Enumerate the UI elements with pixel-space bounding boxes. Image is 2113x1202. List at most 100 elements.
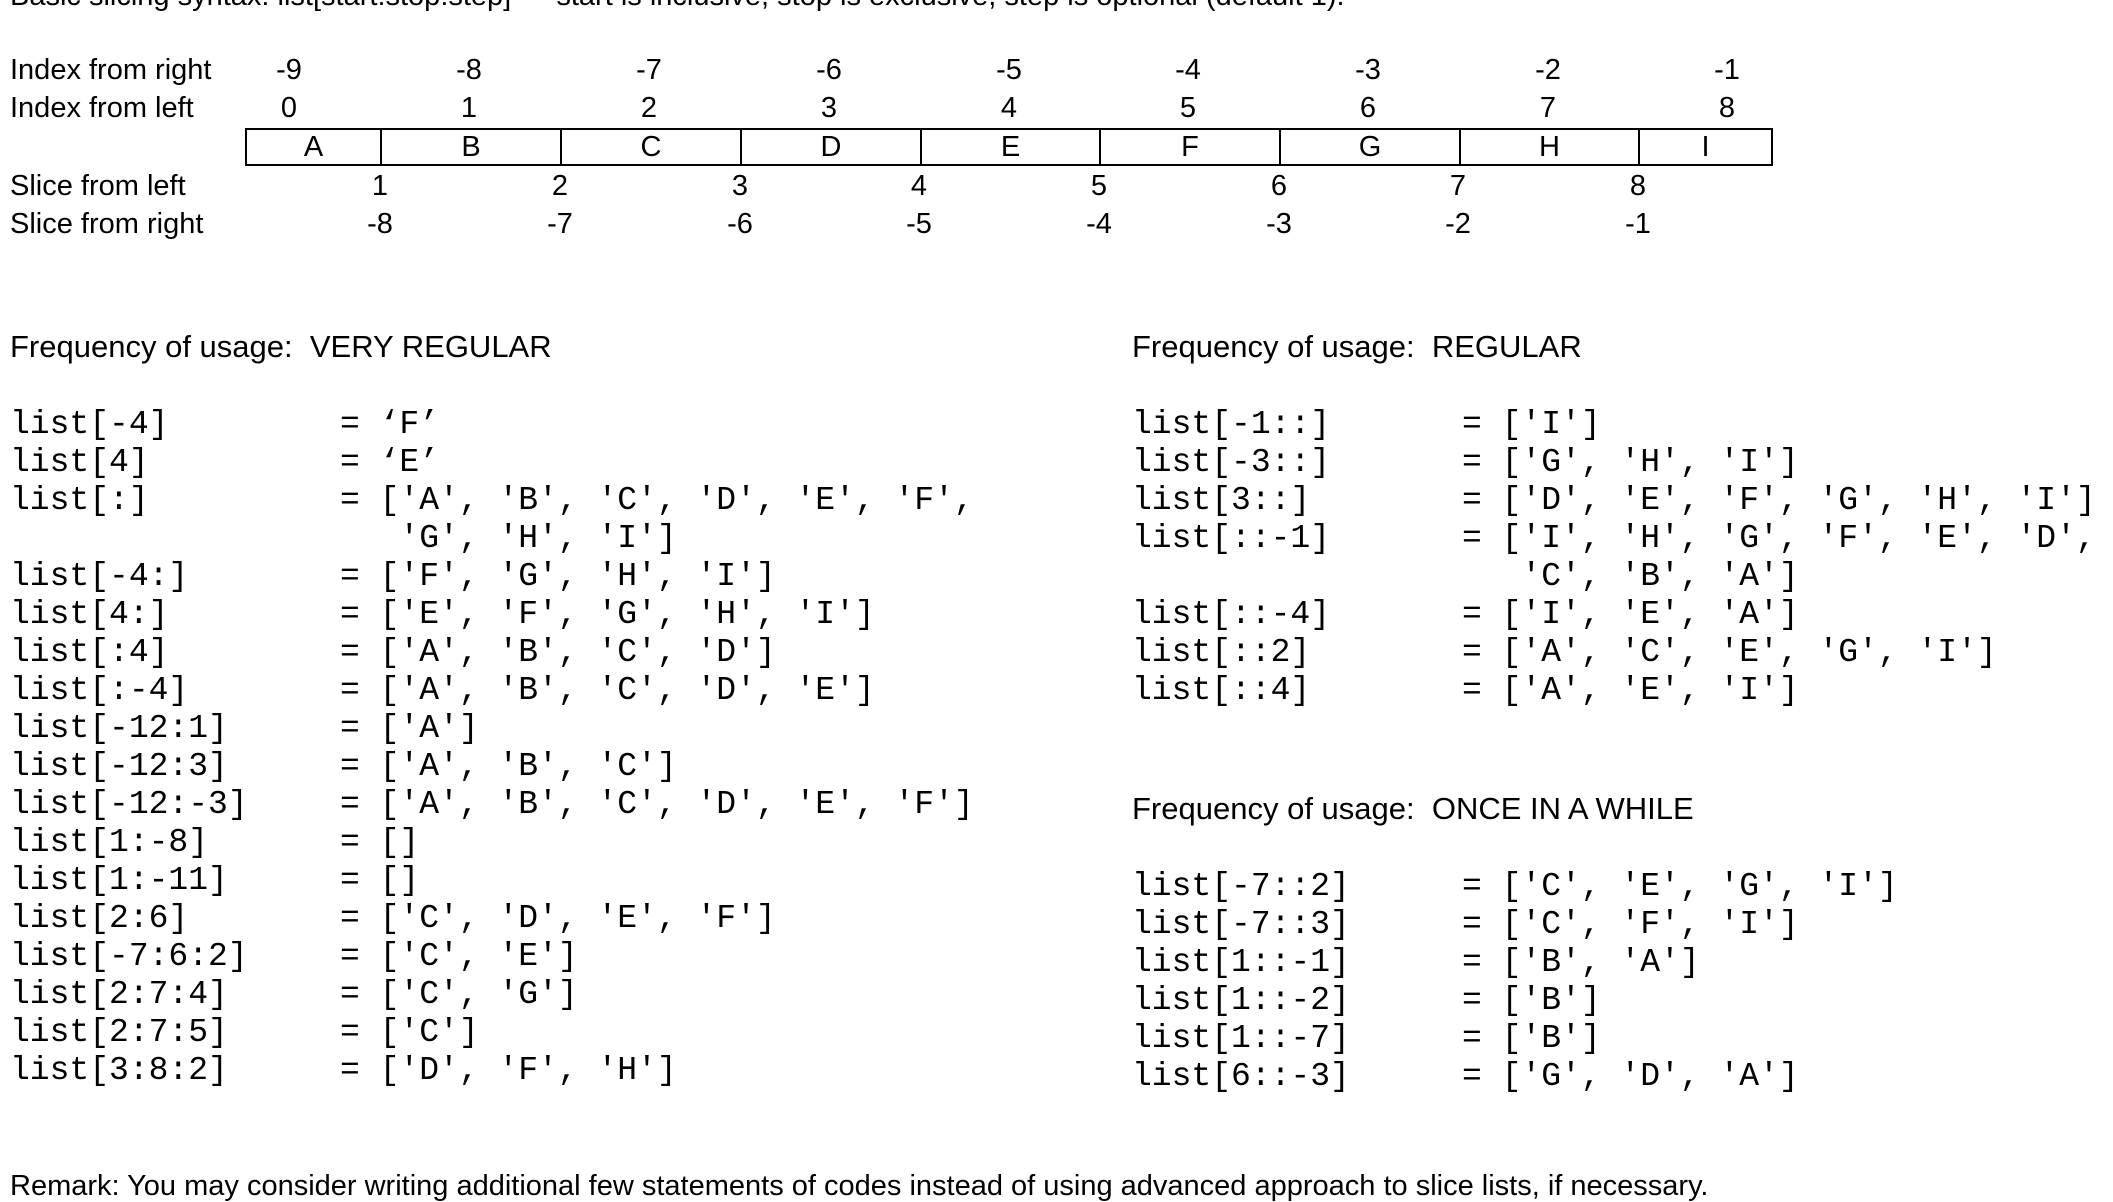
slice-expression: list[1::-7] bbox=[1132, 1020, 1350, 1057]
slice-result: = ‘F’ bbox=[340, 406, 440, 443]
slice-result: = ['A', 'C', 'E', 'G', 'I'] bbox=[1462, 634, 1997, 671]
slice-result: = ['C', 'E', 'G', 'I'] bbox=[1462, 868, 1898, 905]
slice-from-right-value: -4 bbox=[1086, 208, 1112, 240]
slice-result: = ['A'] bbox=[340, 710, 479, 747]
slice-result: = ['I', 'E', 'A'] bbox=[1462, 596, 1799, 633]
slice-from-left-value: 4 bbox=[910, 170, 928, 202]
slice-expression: list[-1::] bbox=[1132, 406, 1331, 443]
list-element-cell: A bbox=[247, 130, 382, 164]
slice-expression: list[2:6] bbox=[10, 900, 189, 937]
slice-from-right-value: -5 bbox=[906, 208, 932, 240]
slice-result: = ['C', 'G'] bbox=[340, 976, 578, 1013]
slice-result-continuation: 'C', 'B', 'A'] bbox=[1462, 558, 1799, 595]
slice-from-right-value: -6 bbox=[727, 208, 753, 240]
slice-result: = ['D', 'E', 'F', 'G', 'H', 'I'] bbox=[1462, 482, 2096, 519]
index-from-right-label: Index from right bbox=[10, 54, 212, 86]
slice-expression: list[1::-2] bbox=[1132, 982, 1350, 1019]
index-from-right-value: -7 bbox=[636, 54, 662, 86]
list-element-cell: C bbox=[562, 130, 742, 164]
index-from-left-value: 8 bbox=[1718, 92, 1736, 124]
index-from-left-value: 5 bbox=[1179, 92, 1197, 124]
index-from-left-value: 7 bbox=[1539, 92, 1557, 124]
slice-result: = ['G', 'D', 'A'] bbox=[1462, 1058, 1799, 1095]
slice-from-left-value: 1 bbox=[371, 170, 389, 202]
section-title-regular: Frequency of usage: REGULAR bbox=[1132, 329, 1582, 364]
slice-expression: list[:] bbox=[10, 482, 149, 519]
list-element-cell: E bbox=[922, 130, 1101, 164]
slice-result: = ['B'] bbox=[1462, 982, 1601, 1019]
slice-expression: list[::4] bbox=[1132, 672, 1311, 709]
slice-from-right-value: -7 bbox=[547, 208, 573, 240]
slice-result: = ['C', 'D', 'E', 'F'] bbox=[340, 900, 776, 937]
list-element-cell: D bbox=[742, 130, 922, 164]
slice-result: = ['C', 'F', 'I'] bbox=[1462, 906, 1799, 943]
slice-expression: list[6::-3] bbox=[1132, 1058, 1350, 1095]
slice-expression: list[3:8:2] bbox=[10, 1052, 228, 1089]
slice-expression: list[::-4] bbox=[1132, 596, 1331, 633]
slice-result: = ['C', 'E'] bbox=[340, 938, 578, 975]
index-from-right-value: -2 bbox=[1535, 54, 1561, 86]
slice-result: = ['A', 'E', 'I'] bbox=[1462, 672, 1799, 709]
bottom-partial-line: Remark: You may consider writing additio… bbox=[10, 1170, 1709, 1202]
list-element-cell: H bbox=[1461, 130, 1640, 164]
slice-expression: list[-7::2] bbox=[1132, 868, 1350, 905]
index-from-left-label: Index from left bbox=[10, 92, 194, 124]
slice-expression: list[:-4] bbox=[10, 672, 189, 709]
list-elements-row: A B C D E F G H I bbox=[245, 128, 1773, 166]
index-from-right-value: -4 bbox=[1175, 54, 1201, 86]
slice-expression: list[:4] bbox=[10, 634, 169, 671]
slice-from-right-label: Slice from right bbox=[10, 208, 204, 240]
slice-expression: list[-4] bbox=[10, 406, 169, 443]
index-from-left-value: 0 bbox=[280, 92, 298, 124]
slice-expression: list[-12:-3] bbox=[10, 786, 248, 823]
slice-expression: list[4] bbox=[10, 444, 149, 481]
slice-result: = ‘E’ bbox=[340, 444, 440, 481]
index-from-left-value: 4 bbox=[1000, 92, 1018, 124]
index-from-left-value: 1 bbox=[460, 92, 478, 124]
slice-result: = ['A', 'B', 'C'] bbox=[340, 748, 677, 785]
list-element-cell: G bbox=[1281, 130, 1461, 164]
slice-result: = ['G', 'H', 'I'] bbox=[1462, 444, 1799, 481]
slice-expression: list[1:-11] bbox=[10, 862, 228, 899]
slice-expression: list[3::] bbox=[1132, 482, 1311, 519]
slice-result: = [] bbox=[340, 862, 420, 899]
slice-result: = ['A', 'B', 'C', 'D'] bbox=[340, 634, 776, 671]
slice-result: = ['E', 'F', 'G', 'H', 'I'] bbox=[340, 596, 875, 633]
slice-expression: list[::-1] bbox=[1132, 520, 1331, 557]
list-element-cell: I bbox=[1701, 130, 1710, 163]
slice-from-left-value: 7 bbox=[1449, 170, 1467, 202]
slice-result: = ['C'] bbox=[340, 1014, 479, 1051]
index-from-right-value: -1 bbox=[1714, 54, 1740, 86]
slice-result-continuation: 'G', 'H', 'I'] bbox=[340, 520, 677, 557]
index-from-left-value: 6 bbox=[1359, 92, 1377, 124]
slice-result: = ['D', 'F', 'H'] bbox=[340, 1052, 677, 1089]
slice-expression: list[-7::3] bbox=[1132, 906, 1350, 943]
slice-from-left-value: 3 bbox=[731, 170, 749, 202]
slice-result: = ['B'] bbox=[1462, 1020, 1601, 1057]
slice-from-right-value: -8 bbox=[367, 208, 393, 240]
index-from-right-value: -8 bbox=[456, 54, 482, 86]
slice-expression: list[-4:] bbox=[10, 558, 189, 595]
slice-expression: list[-12:1] bbox=[10, 710, 228, 747]
slice-result: = ['I', 'H', 'G', 'F', 'E', 'D', bbox=[1462, 520, 2096, 557]
slice-expression: list[2:7:4] bbox=[10, 976, 228, 1013]
top-partial-line: Basic slicing syntax: list[start:stop:st… bbox=[10, 0, 1345, 11]
slice-from-right-value: -2 bbox=[1445, 208, 1471, 240]
slice-from-right-value: -1 bbox=[1625, 208, 1651, 240]
index-from-right-value: -3 bbox=[1355, 54, 1381, 86]
index-from-right-value: -5 bbox=[996, 54, 1022, 86]
slice-result: = ['B', 'A'] bbox=[1462, 944, 1700, 981]
slice-expression: list[4:] bbox=[10, 596, 169, 633]
slice-from-left-value: 5 bbox=[1090, 170, 1108, 202]
slice-expression: list[::2] bbox=[1132, 634, 1311, 671]
slice-result: = ['A', 'B', 'C', 'D', 'E'] bbox=[340, 672, 875, 709]
slice-result: = ['A', 'B', 'C', 'D', 'E', 'F'] bbox=[340, 786, 974, 823]
slice-expression: list[-7:6:2] bbox=[10, 938, 248, 975]
slice-result: = ['A', 'B', 'C', 'D', 'E', 'F', bbox=[340, 482, 974, 519]
slice-expression: list[1:-8] bbox=[10, 824, 209, 861]
slice-from-left-value: 2 bbox=[551, 170, 569, 202]
section-title-very-regular: Frequency of usage: VERY REGULAR bbox=[10, 329, 552, 364]
list-element-cell: B bbox=[382, 130, 562, 164]
slice-from-left-label: Slice from left bbox=[10, 170, 186, 202]
